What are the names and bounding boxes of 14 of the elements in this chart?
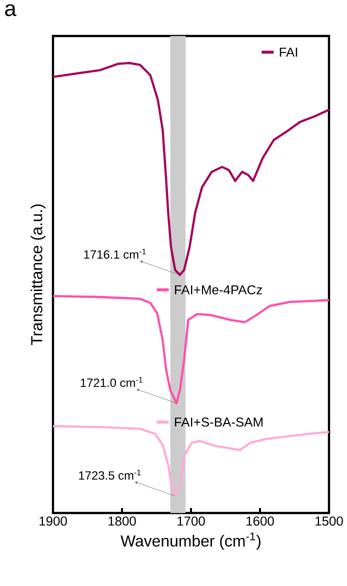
annotation: 1723.5 cm$^{-1}$ bbox=[79, 470, 141, 480]
x-tick-label: 1600 bbox=[246, 516, 274, 526]
x-tick-label: 1900 bbox=[40, 516, 67, 526]
x-axis-title: Wavenumber (cm$^{-1}$) bbox=[120, 532, 260, 550]
x-tick-label: 1700 bbox=[178, 516, 205, 526]
legend-label: FAI bbox=[280, 48, 298, 57]
legend-label: FAI+Me-4PACz bbox=[175, 285, 262, 294]
x-tick-label: 1500 bbox=[316, 516, 343, 526]
x-tick-label: 1800 bbox=[108, 516, 136, 526]
text: a bbox=[5, 4, 16, 16]
annotation: 1716.1 cm$^{-1}$ bbox=[84, 248, 146, 259]
legend-label: FAI+S-BA-SAM bbox=[175, 418, 263, 427]
annotation: 1721.0 cm$^{-1}$ bbox=[80, 377, 142, 387]
y-axis-title: Transmittance (a.u.) bbox=[30, 204, 46, 346]
